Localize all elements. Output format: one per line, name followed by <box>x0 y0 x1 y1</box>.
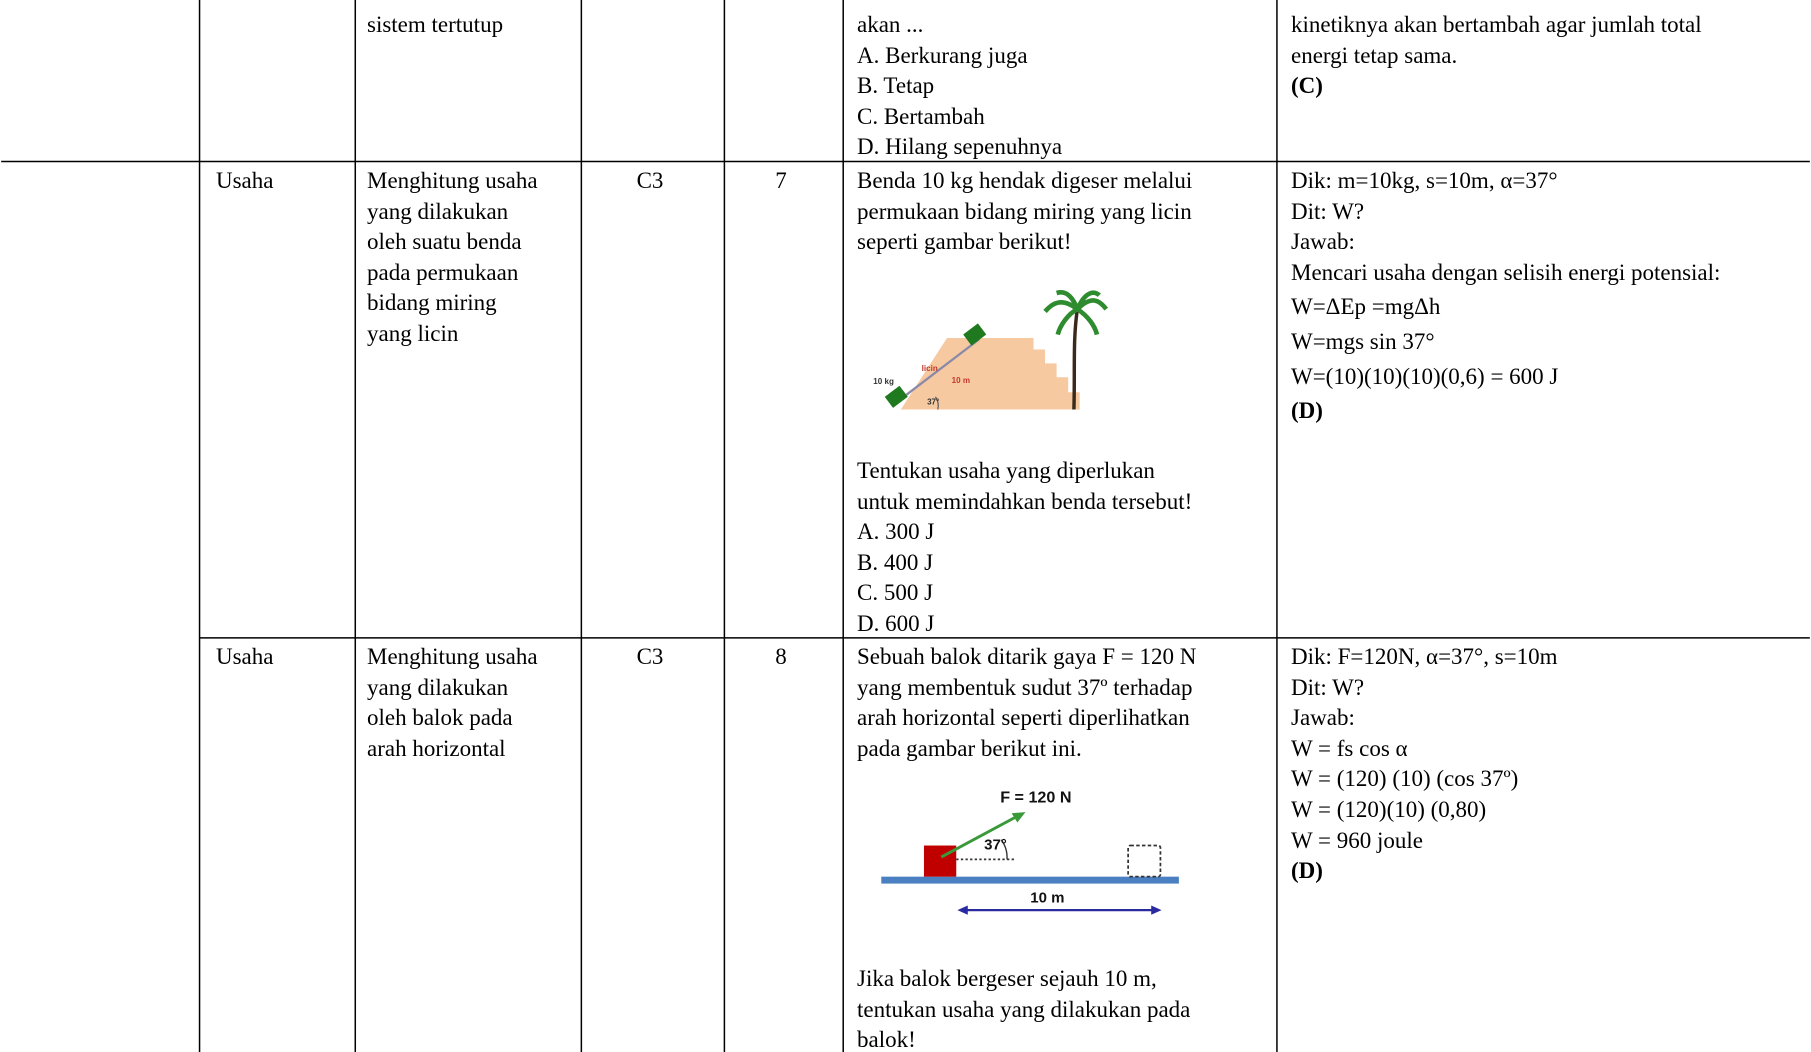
indicator-line: pada permukaan <box>367 259 519 285</box>
question-line: akan ... <box>857 12 924 37</box>
figure-label: 37° <box>984 836 1007 853</box>
answer-line: Dit: W? <box>1291 198 1365 224</box>
question-line: tentukan usaha yang dilakukan pada <box>857 996 1191 1022</box>
figure-label: licin <box>922 364 938 373</box>
question-line: Sebuah balok ditarik gaya F = 120 N <box>857 644 1197 669</box>
question-line: D. Hilang sepenuhnya <box>857 134 1063 160</box>
figure-label: 37° <box>927 398 939 407</box>
answer-line: (D) <box>1291 858 1323 884</box>
figure-label: 10 m <box>1030 890 1064 907</box>
answer-line: W = fs cos α <box>1291 735 1408 761</box>
answer-line: Dik: F=120N, α=37°, s=10m <box>1291 644 1558 669</box>
answer-line: W=(10)(10)(10)(0,6) = 600 J <box>1291 363 1559 389</box>
question-line: permukaan bidang miring yang licin <box>857 198 1192 224</box>
answer-line: kinetiknya akan bertambah agar jumlah to… <box>1291 12 1702 37</box>
question-line: yang membentuk sudut 37º terhadap <box>857 674 1193 700</box>
answer-line: Dik: m=10kg, s=10m, α=37° <box>1291 168 1558 193</box>
answer-line: W = 960 joule <box>1291 827 1424 853</box>
answer-line: (C) <box>1291 73 1323 99</box>
question-line: balok! <box>857 1027 916 1052</box>
indicator-line: Menghitung usaha <box>367 168 538 193</box>
question-line: A. 300 J <box>857 519 935 545</box>
indicator-line: oleh suatu benda <box>367 229 522 255</box>
question-line: A. Berkurang juga <box>857 42 1028 68</box>
indicator-line: oleh balok pada <box>367 705 513 731</box>
question-line: C. 500 J <box>857 580 934 606</box>
level: C3 <box>636 644 664 669</box>
question-line: pada gambar berikut ini. <box>857 735 1082 761</box>
question-line: seperti gambar berikut! <box>857 229 1072 255</box>
question-line: Tentukan usaha yang diperlukan <box>857 458 1155 483</box>
indicator-line: yang dilakukan <box>367 198 509 224</box>
answer-line: W=ΔEp =mgΔh <box>1291 294 1441 320</box>
indicator-line: yang licin <box>367 321 459 346</box>
answer-line: Mencari usaha dengan selisih energi pote… <box>1291 259 1721 285</box>
question-line: C. Bertambah <box>857 103 985 129</box>
question-line: B. Tetap <box>857 73 935 99</box>
question-line: Jika balok bergeser sejauh 10 m, <box>857 966 1157 991</box>
indicator-line: arah horizontal <box>367 735 506 761</box>
question-line: B. 400 J <box>857 549 934 575</box>
answer-line: (D) <box>1291 398 1323 424</box>
answer-line: Dit: W? <box>1291 674 1365 700</box>
indicator-line: yang dilakukan <box>367 674 509 700</box>
figure-label: F = 120 N <box>1000 788 1071 806</box>
indicator-line: sistem tertutup <box>367 12 504 37</box>
figure-label: 10 kg <box>873 377 894 386</box>
indicator-line: bidang miring <box>367 290 497 316</box>
topic: Usaha <box>216 644 274 669</box>
question-line: Benda 10 kg hendak digeser melalui <box>857 168 1193 193</box>
level: C3 <box>636 168 664 193</box>
number: 8 <box>775 644 787 669</box>
answer-line: W=mgs sin 37° <box>1291 329 1435 354</box>
answer-line: Jawab: <box>1291 229 1355 255</box>
answer-line: W = (120) (10) (cos 37º) <box>1291 766 1519 792</box>
answer-line: Jawab: <box>1291 705 1355 731</box>
question-line: arah horizontal seperti diperlihatkan <box>857 705 1190 731</box>
answer-line: W = (120)(10) (0,80) <box>1291 797 1487 822</box>
figure-label: 10 m <box>952 376 970 385</box>
figure-incline: 10 kg licin 10 m 37° <box>873 290 1109 410</box>
answer-line: energi tetap sama. <box>1291 42 1458 68</box>
topic: Usaha <box>216 168 274 193</box>
number: 7 <box>775 168 787 193</box>
question-line: D. 600 J <box>857 611 935 636</box>
figure-block: F = 120 N 37° 10 m <box>881 788 1179 915</box>
question-line: untuk memindahkan benda tersebut! <box>857 488 1193 514</box>
indicator-line: Menghitung usaha <box>367 644 538 669</box>
